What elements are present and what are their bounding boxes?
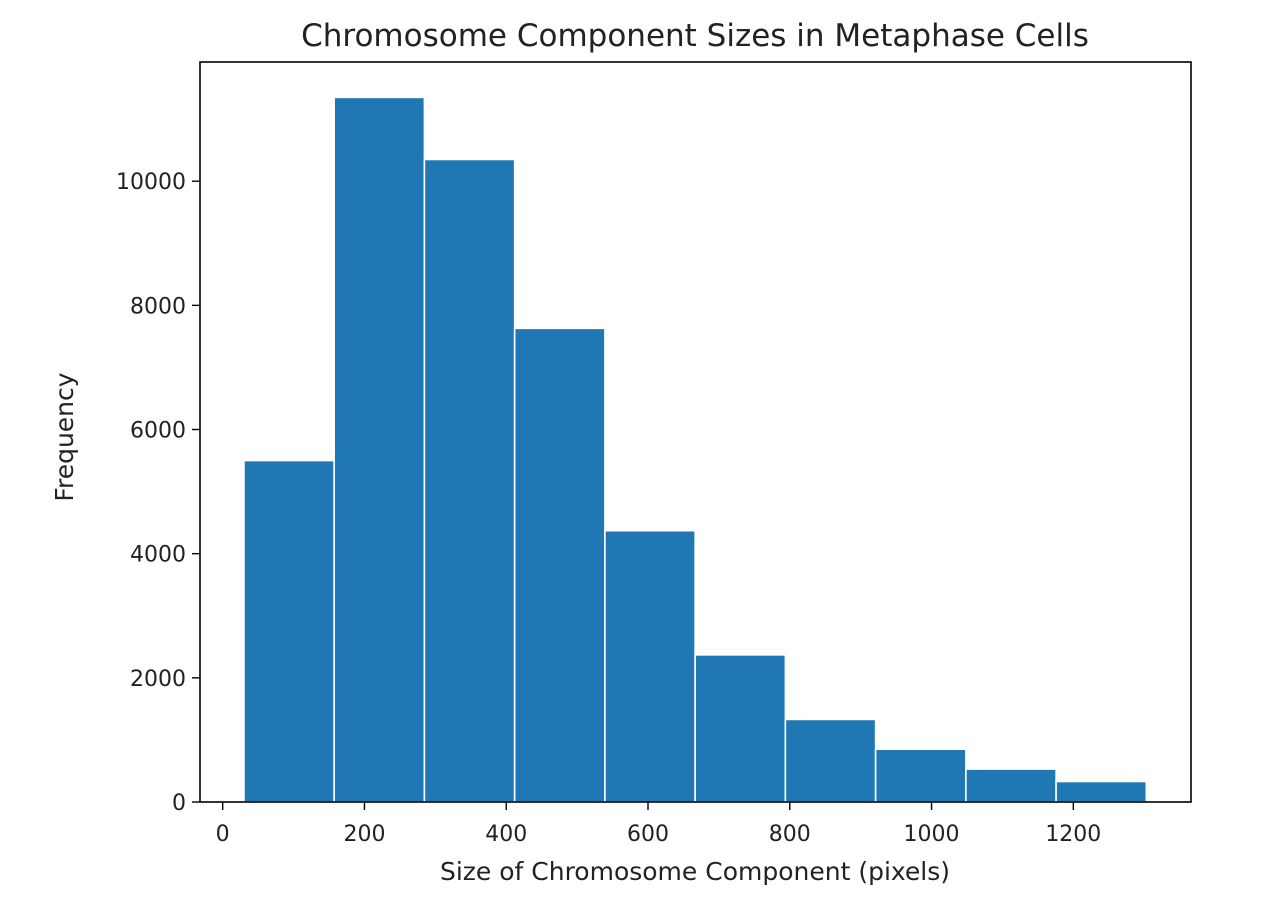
y-tick-label-2: 2000 — [130, 667, 186, 692]
x-tick-label-3: 400 — [485, 822, 527, 847]
y-tick-label-6: 10000 — [116, 170, 186, 195]
histogram-bar-4 — [513, 327, 606, 803]
histogram-bar-8 — [874, 748, 967, 803]
y-axis-ticks: 0 2000 4000 6000 8000 10000 — [116, 170, 200, 816]
histogram-bar-6 — [694, 654, 787, 803]
histogram-bar-9 — [965, 768, 1057, 803]
y-tick-label-4: 6000 — [130, 419, 186, 444]
x-tick-label-5: 800 — [769, 822, 811, 847]
x-axis-label: Size of Chromosome Component (pixels) — [440, 857, 950, 886]
histogram-bar-10 — [1055, 780, 1148, 803]
histogram-bar-5 — [604, 529, 696, 803]
y-tick-label-5: 8000 — [130, 294, 186, 319]
x-axis-ticks: 0 200 400 600 800 1000 1200 — [216, 802, 1101, 847]
y-tick-label-1: 0 — [172, 791, 186, 816]
plot-frame — [199, 61, 1192, 803]
histogram-bar-1 — [243, 459, 335, 803]
x-tick-label-2: 200 — [343, 822, 385, 847]
x-tick-label-1: 0 — [216, 822, 230, 847]
bars-group — [243, 96, 1148, 803]
x-tick-label-6: 1000 — [904, 822, 960, 847]
y-axis-label: Frequency — [50, 372, 79, 501]
chart-title: Chromosome Component Sizes in Metaphase … — [301, 18, 1089, 54]
x-tick-label-7: 1200 — [1045, 822, 1101, 847]
histogram-bar-2 — [333, 96, 426, 803]
x-tick-label-4: 600 — [627, 822, 669, 847]
y-tick-label-3: 4000 — [130, 543, 186, 568]
histogram-bar-7 — [784, 718, 877, 803]
histogram-bar-3 — [423, 158, 516, 803]
